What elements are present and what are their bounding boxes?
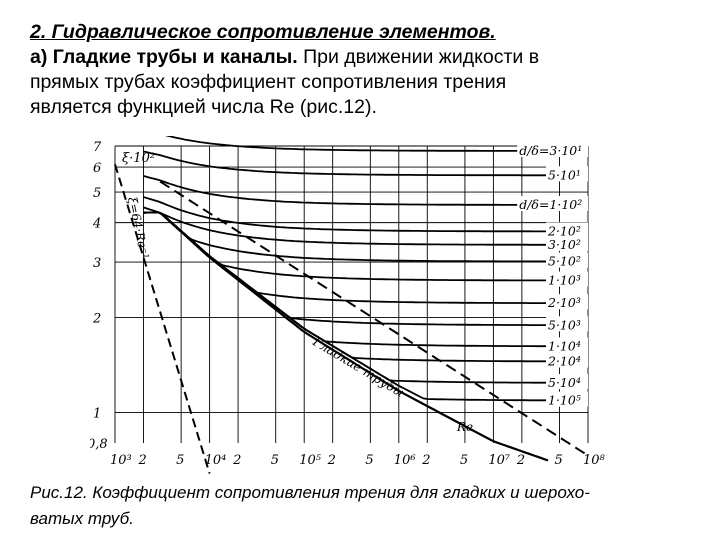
friction-coefficient-chart: 10³ 2 5 10⁴ 2 5 10⁵ 2 5 10⁶ 2 5 10⁷ 2 5 10⁸ 7 6 5 4 3 2 1 0,8 ξ·…: [90, 136, 606, 474]
x-tick-label: 2: [421, 453, 430, 468]
curve-label: 2·10⁴: [547, 354, 581, 369]
y-tick-label: 1: [93, 406, 101, 421]
caption-line-2: ватых труб.: [30, 509, 134, 528]
curve-label-bg: [546, 391, 588, 407]
curve-label: 2·10³: [547, 295, 581, 310]
curve-label: 3·10²: [548, 237, 581, 252]
text-block: 2. Гидравлическое сопротивление элементо…: [30, 20, 690, 120]
y-tick-label: 7: [93, 140, 102, 155]
curve-label: d/δ=1·10²: [519, 197, 582, 212]
curve-label-bg: [517, 195, 588, 211]
laminar-formula-label: ξ=64·Re⁻¹: [125, 196, 152, 261]
curve-label: d/δ=3·10¹: [519, 143, 582, 158]
curve-label: 1·10⁴: [548, 338, 581, 353]
figure-caption: Рис.12. Коэффициент сопротивления трения…: [30, 480, 700, 532]
curve-label-bg: [546, 166, 588, 182]
y-tick-label: 5: [93, 186, 101, 201]
rough-pipe-curve: [143, 211, 587, 402]
para-line-3: является функцией числа Re (рис.12).: [30, 96, 377, 118]
curve-label-bg: [546, 252, 588, 268]
x-tick-label: 2: [516, 453, 525, 468]
x-tick-label: 10⁵: [299, 453, 322, 468]
x-tick-label: 2: [327, 453, 336, 468]
curve-label-bg: [546, 294, 588, 310]
curve-label-bg: [517, 141, 588, 157]
curve-label: 5·10³: [548, 317, 581, 332]
para-bold-lead: а) Гладкие трубы и каналы.: [30, 46, 298, 68]
laminar-line: [114, 163, 211, 474]
y-axis-label: ξ·10²: [122, 151, 155, 166]
curve-label: 2·10²: [547, 223, 581, 238]
curve-label-bg: [546, 337, 588, 353]
smooth-pipe-curve: [159, 211, 549, 462]
x-tick-label: 2: [137, 453, 146, 468]
curve-label: 5·10²: [548, 254, 581, 269]
para-line-1-rest: При движении жидкости в: [297, 46, 540, 68]
x-tick-label: 10⁸: [583, 453, 606, 468]
section-heading: 2. Гидравлическое сопротивление элементо…: [30, 21, 496, 43]
para-line-1: а) Гладкие трубы и каналы. При движении …: [30, 45, 690, 70]
y-tick-label: 2: [92, 312, 101, 327]
caption-line-1: Рис.12. Коэффициент сопротивления трения…: [30, 483, 590, 502]
x-tick-label: 10⁴: [205, 453, 227, 468]
curve-label-bg: [546, 316, 588, 332]
x-tick-label: 5: [460, 453, 468, 468]
rough-pipe-curve: [143, 150, 587, 177]
curve-label: 5·10¹: [548, 167, 581, 182]
x-tick-label: 5: [555, 453, 563, 468]
curve-label: 5·10⁴: [548, 375, 581, 390]
curve-label-bg: [546, 222, 588, 238]
curve-label: 1·10³: [548, 273, 581, 288]
x-tick-label: 5: [365, 453, 373, 468]
x-tick-label: 10³: [110, 453, 132, 468]
x-tick-label: 5: [176, 453, 184, 468]
x-tick-label: 5: [271, 453, 279, 468]
rough-pipe-curve: [143, 196, 587, 233]
x-tick-label: 10⁷: [488, 453, 511, 468]
x-tick-label: 2: [232, 453, 241, 468]
para-line-2: прямых трубах коэффициент сопротивления …: [30, 71, 507, 93]
curve-label-bg: [546, 235, 588, 251]
curve-label-bg: [546, 271, 588, 287]
curve-label-bg: [546, 373, 588, 389]
curve-label-bg: [546, 352, 588, 368]
y-tick-label: 3: [93, 256, 101, 271]
curve-label: 1·10⁵: [548, 393, 581, 408]
x-tick-label: 10⁶: [394, 453, 416, 468]
rough-pipe-curve: [143, 175, 587, 206]
rough-pipe-curve: [164, 136, 587, 152]
rough-pipe-curve: [143, 206, 587, 246]
y-tick-label: 0,8: [90, 437, 108, 452]
y-tick-label: 6: [93, 161, 101, 176]
y-tick-label: 4: [92, 217, 101, 232]
rough-pipe-curve: [143, 211, 587, 263]
